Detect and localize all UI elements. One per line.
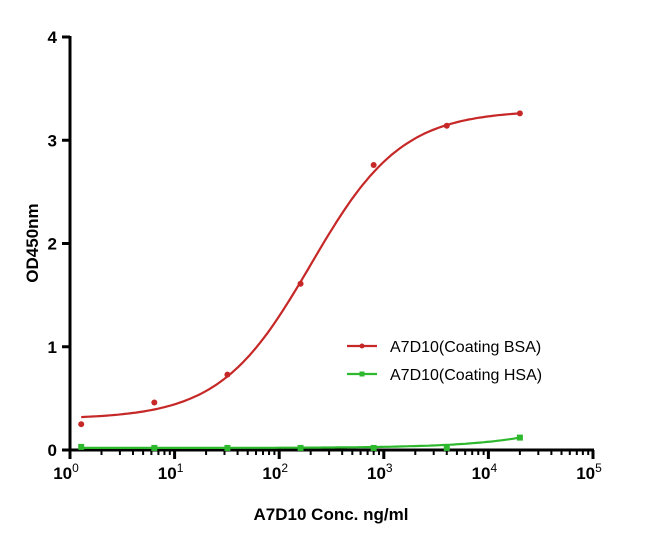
data-point (224, 444, 231, 451)
data-point (370, 162, 377, 169)
x-tick-label: 103 (367, 461, 393, 483)
y-tick-label: 1 (48, 338, 57, 357)
data-point (443, 444, 450, 451)
x-tick-label: 101 (158, 461, 184, 483)
x-tick-label: 102 (262, 461, 288, 483)
x-tick-label: 104 (472, 461, 498, 483)
x-axis-label: A7D10 Conc. ng/ml (254, 505, 409, 524)
data-point (443, 122, 450, 129)
legend-label: A7D10(Coating BSA) (390, 339, 541, 356)
legend-label: A7D10(Coating HSA) (390, 367, 542, 384)
y-tick-label: 0 (48, 441, 57, 460)
data-point (297, 280, 304, 287)
data-point (297, 444, 304, 451)
data-point (78, 443, 85, 450)
x-tick-label: 100 (53, 461, 79, 483)
y-axis-label: OD450nm (23, 203, 42, 282)
legend-marker (359, 371, 365, 377)
data-point (370, 444, 377, 451)
data-point (516, 434, 523, 441)
y-tick-label: 4 (48, 28, 58, 47)
legend-marker (359, 343, 365, 349)
x-tick-label: 105 (576, 461, 602, 483)
data-point (516, 110, 523, 117)
data-point (224, 371, 231, 378)
data-point (151, 444, 158, 451)
y-tick-label: 2 (48, 235, 57, 254)
data-point (78, 421, 85, 428)
data-point (151, 399, 158, 406)
y-tick-label: 3 (48, 131, 57, 150)
